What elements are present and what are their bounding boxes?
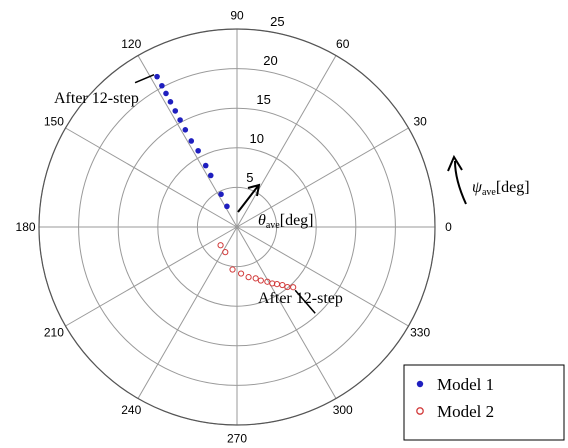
model-1-point-10 [163,90,169,97]
angular-axis-label-group: ψave[deg] [447,154,530,205]
annotation-leader-model-2 [294,289,316,314]
outer-circle [38,28,436,426]
angular-tick-270: 270 [227,431,247,445]
grid-spoke-210 [65,226,238,327]
radial-direction-arrow-icon [237,183,261,213]
angular-tick-300: 300 [333,403,353,417]
model-1-point-2 [207,172,214,179]
legend-box [403,364,565,441]
model-1-point-1 [218,191,224,198]
model-1-point-9 [167,99,174,105]
angular-direction-arrow-icon [454,160,467,205]
grid-spoke-330 [236,226,409,327]
angular-tick-150: 150 [44,114,64,128]
radial-tick-15: 15 [256,92,270,107]
model-2-point-11 [284,283,291,291]
grid-spoke-60 [236,55,337,228]
legend-label-model-2: Model 2 [437,402,494,421]
radial-tick-25: 25 [270,14,284,29]
legend-marker-model-1 [416,380,424,388]
model-2-point-10 [279,281,286,289]
angular-tick-60: 60 [336,37,350,51]
grid-spoke-150 [65,127,238,228]
angular-axis-label: ψave[deg] [472,179,530,198]
radial-tick-20: 20 [263,53,277,68]
model-2-point-2 [229,266,236,273]
angular-tick-120: 120 [121,37,141,51]
model-1-point-11 [159,82,165,89]
model-2-point-3 [237,270,245,277]
legend: Model 1 Model 2 [403,364,565,441]
model-2-point-0 [217,242,224,249]
angular-tick-30: 30 [413,114,427,128]
model-2-point-4 [245,274,252,281]
model-1-point-7 [177,117,183,123]
radial-tick-5: 5 [246,170,253,185]
radial-tick-labels: 5 10 15 20 25 [246,14,284,185]
model-1-point-6 [182,126,189,133]
angular-tick-labels: 0 30 60 90 120 150 180 210 240 270 300 330 [16,9,453,446]
series-model-2 [217,242,297,291]
grid-spoke-240 [137,226,238,399]
model-1-point-3 [202,162,209,169]
annotation-model-1: After 12-step [54,90,139,107]
angular-tick-330: 330 [410,326,430,340]
angular-direction-arrowhead-icon [447,154,463,172]
model-1-point-0 [224,203,230,210]
grid-spoke-300 [236,226,337,399]
grid-spoke-30 [236,127,409,228]
angular-tick-210: 210 [44,326,64,340]
annotations: After 12-step After 12-step [54,73,343,314]
model-2-point-12 [290,284,297,291]
legend-marker-model-2 [416,407,424,415]
angular-tick-0: 0 [445,220,452,234]
annotation-model-2: After 12-step [258,290,343,307]
angular-tick-90: 90 [230,9,244,23]
model-1-point-5 [188,138,195,144]
polar-grid [38,28,436,426]
model-2-point-1 [222,249,229,256]
radial-axis-label-group: θave[deg] [237,183,314,231]
model-2-point-6 [257,277,264,284]
grid-spoke-120 [137,55,238,228]
legend-label-model-1: Model 1 [437,375,494,394]
model-1-point-4 [195,147,201,154]
annotation-leader-model-1 [134,73,155,84]
model-1-point-12 [154,73,160,80]
radial-tick-10: 10 [250,131,264,146]
model-1-point-8 [172,108,179,114]
angular-tick-180: 180 [16,220,36,234]
radial-axis-label: θave[deg] [258,212,314,231]
model-2-point-5 [252,275,259,282]
angular-tick-240: 240 [121,403,141,417]
series-model-1 [154,73,230,210]
